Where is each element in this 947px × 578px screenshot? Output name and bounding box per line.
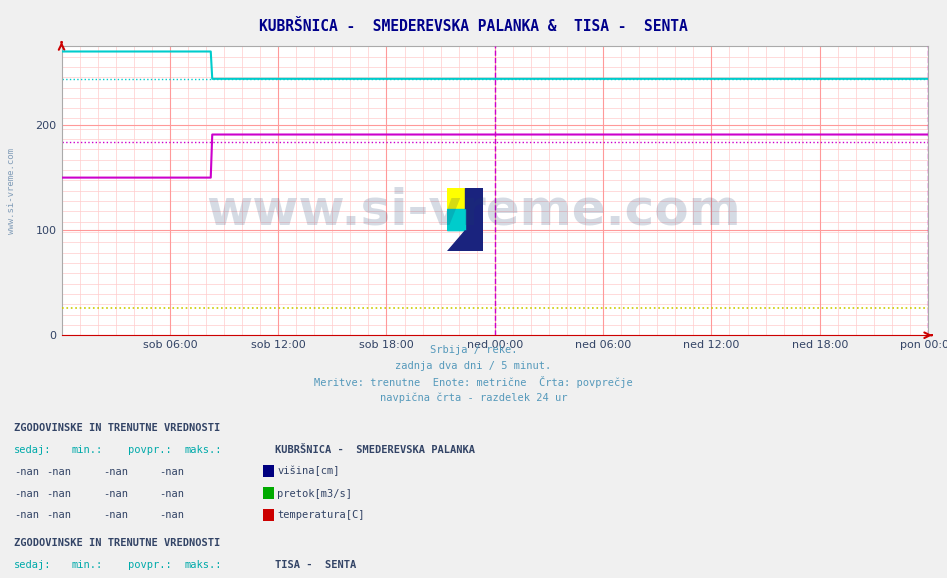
Text: -nan: -nan <box>103 488 128 498</box>
Text: sedaj:: sedaj: <box>14 560 52 570</box>
Text: min.:: min.: <box>71 444 102 454</box>
Text: -nan: -nan <box>46 510 71 520</box>
Text: -nan: -nan <box>46 488 71 498</box>
Bar <box>465 188 483 251</box>
Text: TISA -  SENTA: TISA - SENTA <box>275 560 356 570</box>
Text: www.si-vreme.com: www.si-vreme.com <box>206 187 741 235</box>
Bar <box>447 188 465 209</box>
Text: maks.:: maks.: <box>185 444 223 454</box>
Text: KUBRŠNICA -  SMEDEREVSKA PALANKA &  TISA -  SENTA: KUBRŠNICA - SMEDEREVSKA PALANKA & TISA -… <box>259 18 688 34</box>
Text: -nan: -nan <box>160 466 185 476</box>
Polygon shape <box>447 230 465 251</box>
Text: navpična črta - razdelek 24 ur: navpična črta - razdelek 24 ur <box>380 393 567 403</box>
Text: maks.:: maks.: <box>185 560 223 570</box>
Text: min.:: min.: <box>71 560 102 570</box>
Text: ZGODOVINSKE IN TRENUTNE VREDNOSTI: ZGODOVINSKE IN TRENUTNE VREDNOSTI <box>14 423 221 432</box>
Text: -nan: -nan <box>14 466 39 476</box>
Text: -nan: -nan <box>103 510 128 520</box>
Polygon shape <box>447 209 465 230</box>
Text: Meritve: trenutne  Enote: metrične  Črta: povprečje: Meritve: trenutne Enote: metrične Črta: … <box>314 376 633 388</box>
Text: -nan: -nan <box>46 466 71 476</box>
Text: -nan: -nan <box>14 488 39 498</box>
Text: KUBRŠNICA -  SMEDEREVSKA PALANKA: KUBRŠNICA - SMEDEREVSKA PALANKA <box>275 444 474 454</box>
Text: sedaj:: sedaj: <box>14 444 52 454</box>
Text: -nan: -nan <box>14 510 39 520</box>
Text: -nan: -nan <box>160 488 185 498</box>
Text: pretok[m3/s]: pretok[m3/s] <box>277 488 352 498</box>
Text: -nan: -nan <box>103 466 128 476</box>
Text: -nan: -nan <box>160 510 185 520</box>
Text: povpr.:: povpr.: <box>128 560 171 570</box>
Bar <box>447 209 465 230</box>
Text: ZGODOVINSKE IN TRENUTNE VREDNOSTI: ZGODOVINSKE IN TRENUTNE VREDNOSTI <box>14 538 221 548</box>
Text: zadnja dva dni / 5 minut.: zadnja dva dni / 5 minut. <box>396 361 551 371</box>
Text: www.si-vreme.com: www.si-vreme.com <box>7 148 16 234</box>
Text: temperatura[C]: temperatura[C] <box>277 510 365 520</box>
Text: povpr.:: povpr.: <box>128 444 171 454</box>
Text: Srbija / reke.: Srbija / reke. <box>430 344 517 355</box>
Text: višina[cm]: višina[cm] <box>277 466 340 476</box>
